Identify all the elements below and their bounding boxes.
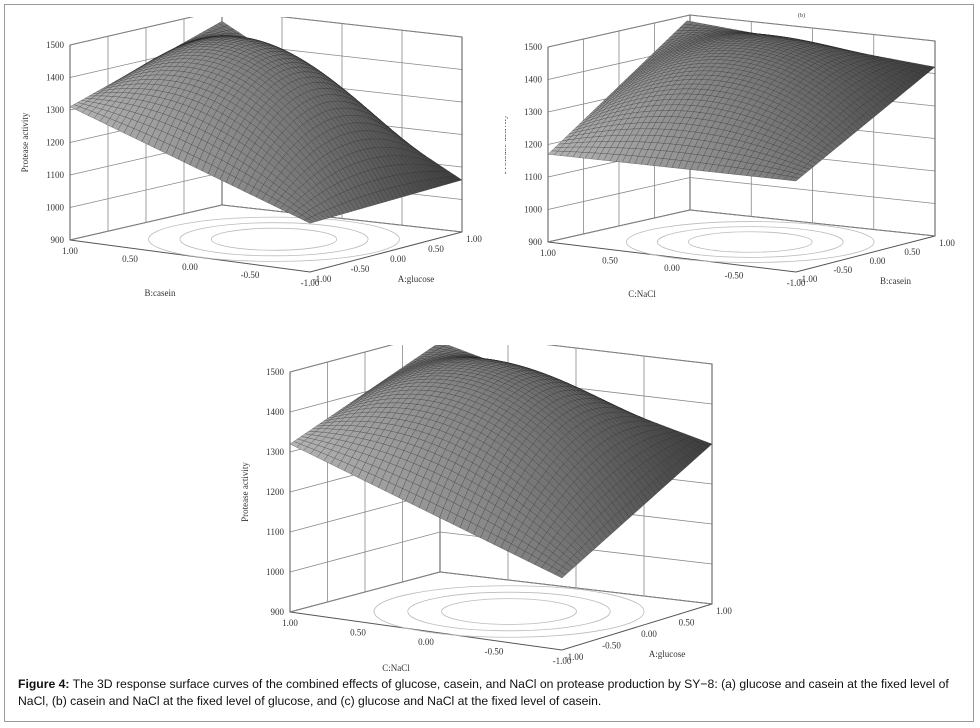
right-axis-tick: 0.00 xyxy=(870,256,886,266)
surface-facet xyxy=(789,176,800,182)
left-axis-tick: -1.00 xyxy=(787,278,806,288)
floor-contour xyxy=(687,231,813,253)
left-axis-tick: 0.50 xyxy=(350,628,366,638)
response-surface xyxy=(547,20,936,182)
surface-plot-svg: 900 1000 1100 1200 1300 1400 1500 1.00 0.50 0.00 -… xyxy=(505,13,955,299)
right-axis-title: B:casein xyxy=(880,276,911,286)
floor-contour xyxy=(656,226,844,258)
left-axis-title: C:NaCl xyxy=(382,663,410,673)
left-axis-tick: 0.50 xyxy=(122,254,138,264)
floor-contour xyxy=(626,221,875,263)
right-axis-title: A:glucose xyxy=(398,274,435,284)
right-axis-tick: 0.50 xyxy=(679,618,695,628)
left-axis-tick: -1.00 xyxy=(553,656,572,666)
z-tick-label: 1400 xyxy=(266,407,285,417)
left-axis-tick: -0.50 xyxy=(241,270,260,280)
response-surface xyxy=(289,345,713,579)
right-axis-tick: 0.00 xyxy=(641,629,657,639)
z-tick-label: 1500 xyxy=(266,367,285,377)
z-tick-label: 1200 xyxy=(266,487,285,497)
z-gridline xyxy=(289,571,713,613)
right-axis-tick: 0.50 xyxy=(428,244,444,254)
left-axis-tick: -1.00 xyxy=(301,278,320,288)
caption-label: Figure 4: xyxy=(18,677,70,691)
z-tick-label: 1200 xyxy=(46,138,65,148)
response-surface xyxy=(69,21,463,224)
right-axis-tick: -0.50 xyxy=(602,641,621,651)
z-axis-title: Protease activity xyxy=(240,462,250,522)
z-tick-label: 900 xyxy=(529,237,543,247)
z-tick-label: 1200 xyxy=(524,140,543,150)
floor-contour xyxy=(441,598,577,625)
z-gridline xyxy=(69,17,463,46)
surface-facet xyxy=(303,218,315,224)
right-axis-tick: -1.00 xyxy=(313,274,332,284)
left-axis-tick: -0.50 xyxy=(485,647,504,657)
surface-plot-svg: 900 1000 1100 1200 1300 1400 1500 1.00 0.50 0.00 -… xyxy=(20,17,482,298)
z-gridline xyxy=(289,345,713,373)
z-gridline xyxy=(547,14,936,48)
floor-contour xyxy=(407,591,611,632)
figure-frame: 900 1000 1100 1200 1300 1400 1500 1.00 0.50 0.00 -… xyxy=(4,4,974,722)
left-axis-tick: 0.00 xyxy=(418,637,434,647)
z-axis-title: Protease activity xyxy=(20,112,30,172)
right-axis-tick: 0.00 xyxy=(390,254,406,264)
left-axis-title: B:casein xyxy=(145,288,176,298)
surface-plot-a: 900 1000 1100 1200 1300 1400 1500 1.00 0.50 0.00 -… xyxy=(13,17,493,317)
z-gridline xyxy=(289,531,713,573)
left-axis-tick: 0.00 xyxy=(182,262,198,272)
right-axis-tick: 0.50 xyxy=(904,247,920,257)
panel-label: (b) xyxy=(798,13,805,19)
right-axis-tick: 1.00 xyxy=(939,238,955,248)
right-axis-tick: 1.00 xyxy=(716,606,732,616)
z-tick-label: 1000 xyxy=(524,205,543,215)
right-axis-title: A:glucose xyxy=(649,649,686,659)
z-tick-label: 1100 xyxy=(46,170,64,180)
left-axis-tick: -0.50 xyxy=(725,271,744,281)
z-gridline xyxy=(547,209,936,243)
z-tick-label: 1000 xyxy=(46,203,65,213)
z-tick-label: 1100 xyxy=(266,527,284,537)
surface-plot-svg: 900 1000 1100 1200 1300 1400 1500 1.00 0.50 0.00 -… xyxy=(240,345,732,673)
peak-value-label: 1472. 59 xyxy=(726,13,758,15)
z-tick-label: 900 xyxy=(51,235,65,245)
surface-plot-b: 900 1000 1100 1200 1300 1400 1500 1.00 0.50 0.00 -… xyxy=(505,13,965,313)
floor-contour xyxy=(373,585,645,638)
z-tick-label: 1100 xyxy=(524,172,542,182)
figure-caption: Figure 4: The 3D response surface curves… xyxy=(18,676,962,710)
left-axis-title: C:NaCl xyxy=(628,289,656,299)
z-tick-label: 1500 xyxy=(46,40,65,50)
right-axis-tick: -0.50 xyxy=(351,264,370,274)
left-axis-tick: 0.00 xyxy=(664,263,680,273)
z-tick-label: 1500 xyxy=(524,42,543,52)
right-axis-tick: -1.00 xyxy=(565,652,584,662)
z-tick-label: 1300 xyxy=(266,447,285,457)
right-axis-tick: -1.00 xyxy=(799,274,818,284)
z-tick-label: 1300 xyxy=(46,105,65,115)
z-tick-label: 1300 xyxy=(524,107,543,117)
floor-contour xyxy=(148,216,400,262)
floor-contour xyxy=(210,227,338,251)
z-tick-label: 1400 xyxy=(46,73,65,83)
caption-text: The 3D response surface curves of the co… xyxy=(18,677,949,708)
left-axis-tick: 1.00 xyxy=(282,618,298,628)
z-tick-label: 1000 xyxy=(266,567,285,577)
right-axis-tick: -0.50 xyxy=(833,265,852,275)
left-axis-tick: 1.00 xyxy=(62,246,78,256)
z-gridline xyxy=(69,204,463,241)
z-gridline xyxy=(547,177,936,210)
surface-facet xyxy=(554,570,566,579)
z-tick-label: 1400 xyxy=(524,75,543,85)
left-axis-tick: 0.50 xyxy=(602,256,618,266)
z-axis-title: Protease activity xyxy=(505,114,508,174)
surface-plot-c: 900 1000 1100 1200 1300 1400 1500 1.00 0.50 0.00 -… xyxy=(235,345,755,675)
z-tick-label: 900 xyxy=(271,607,285,617)
right-axis-tick: 1.00 xyxy=(466,234,482,244)
floor-contour xyxy=(179,222,369,257)
left-axis-tick: 1.00 xyxy=(540,248,556,258)
